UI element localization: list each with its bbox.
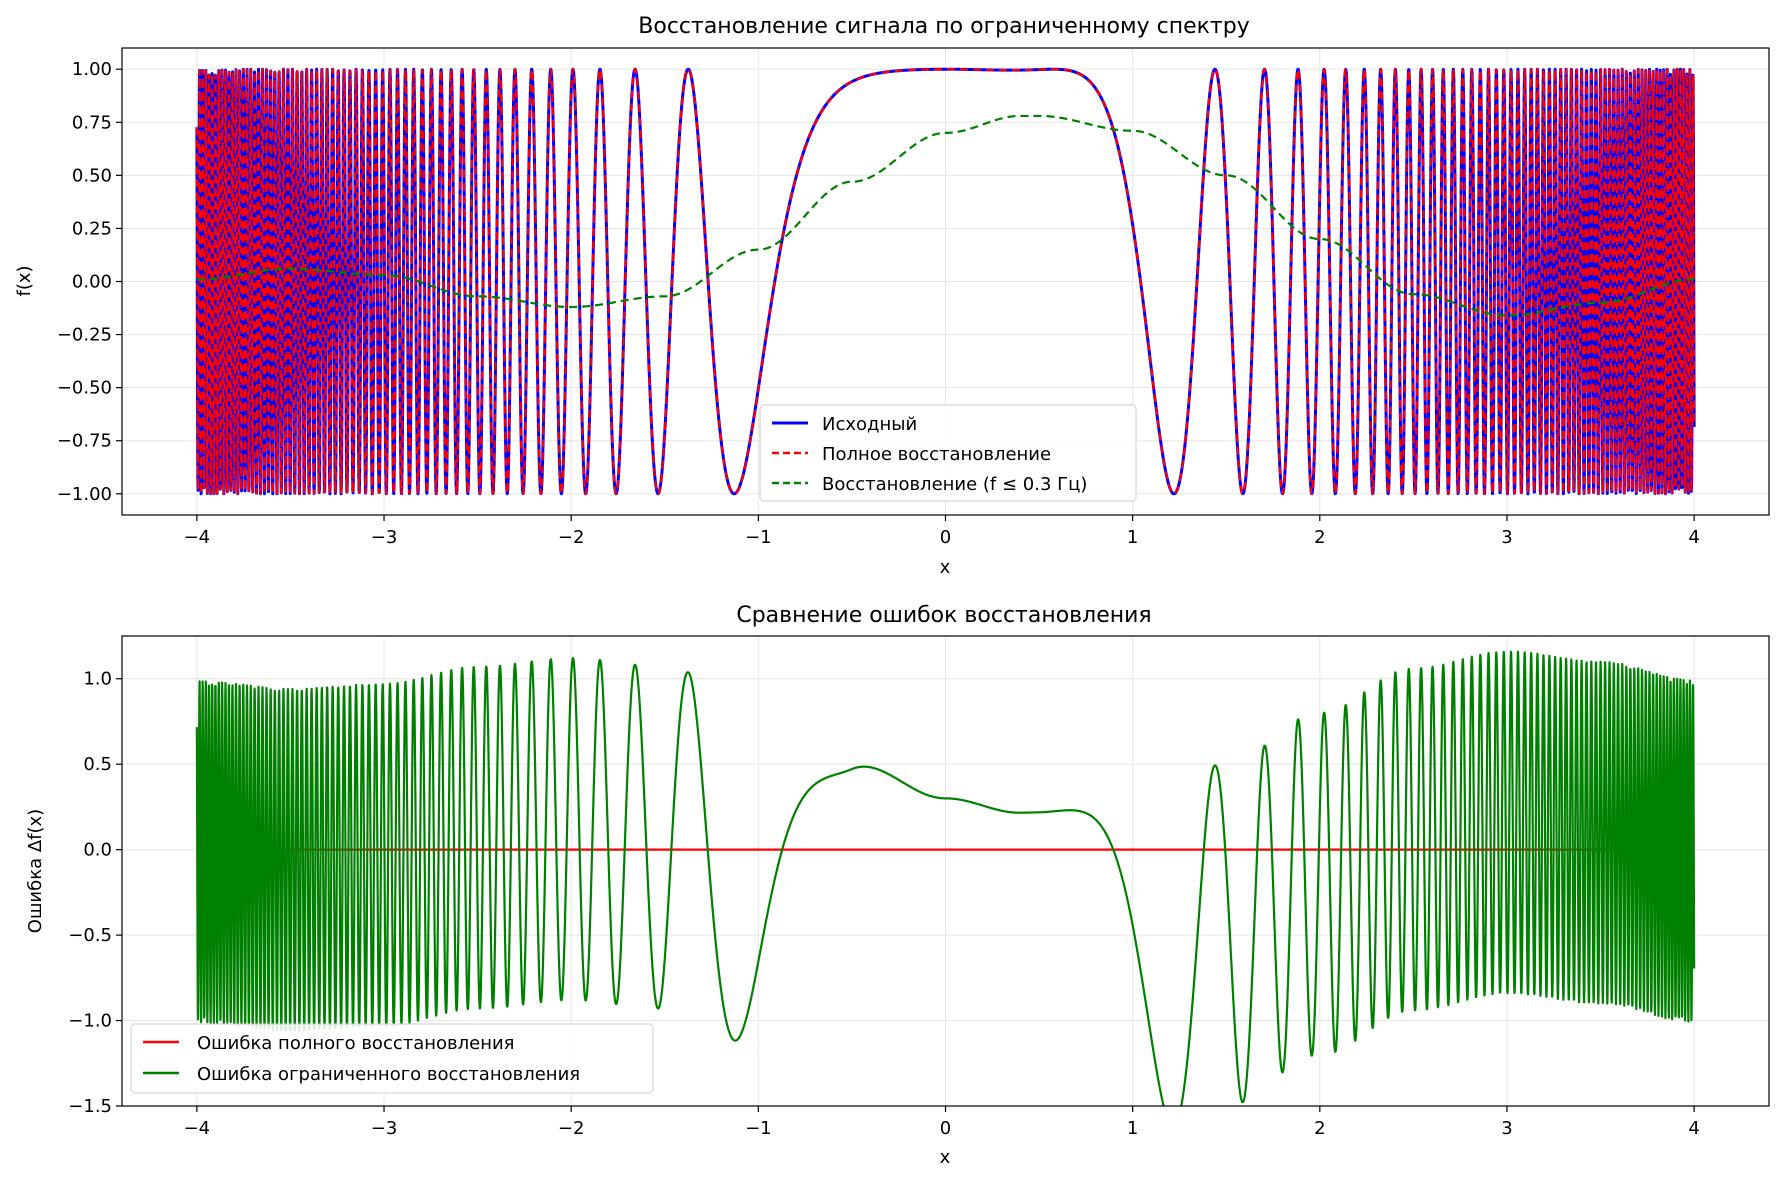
y-tick-label: 0.75 bbox=[72, 112, 112, 133]
y-tick-label: 0.00 bbox=[72, 272, 112, 293]
bottom-y-axis-label: Ошибка Δf(x) bbox=[25, 809, 46, 933]
y-tick-label: 0.0 bbox=[83, 840, 112, 861]
top-chart: Восстановление сигнала по ограниченному … bbox=[14, 14, 1770, 578]
x-tick-label: 2 bbox=[1314, 527, 1325, 548]
x-tick-label: −1 bbox=[745, 527, 772, 548]
bottom-x-axis-label: x bbox=[940, 1147, 951, 1168]
x-tick-label: −4 bbox=[184, 527, 211, 548]
x-tick-label: 1 bbox=[1127, 527, 1138, 548]
y-tick-label: −1.00 bbox=[57, 484, 112, 505]
series-line-0-1 bbox=[195, 68, 1696, 495]
top-x-ticks: −4 −3 −2 −1 0 1 2 3 4 bbox=[184, 515, 1700, 548]
top-chart-title: Восстановление сигнала по ограниченному … bbox=[638, 14, 1249, 39]
x-tick-label: 4 bbox=[1688, 527, 1699, 548]
y-tick-label: −1.5 bbox=[68, 1096, 112, 1117]
x-tick-label: 4 bbox=[1688, 1118, 1699, 1139]
top-y-ticks: −1.00 −0.75 −0.50 −0.25 0.00 0.25 0.50 0.75 1.00 bbox=[57, 59, 122, 505]
x-tick-label: 0 bbox=[940, 527, 951, 548]
x-tick-label: 1 bbox=[1127, 1118, 1138, 1139]
x-tick-label: 2 bbox=[1314, 1118, 1325, 1139]
x-tick-label: 0 bbox=[940, 1118, 951, 1139]
y-tick-label: 0.50 bbox=[72, 165, 112, 186]
y-tick-label: −0.5 bbox=[68, 925, 112, 946]
legend-label-full-error: Ошибка полного восстановления bbox=[197, 1033, 515, 1054]
x-tick-label: −3 bbox=[371, 1118, 398, 1139]
x-tick-label: −2 bbox=[558, 527, 585, 548]
bottom-chart-title: Сравнение ошибок восстановления bbox=[736, 603, 1151, 628]
top-legend: Исходный Полное восстановление Восстанов… bbox=[759, 404, 1137, 502]
x-tick-label: 3 bbox=[1501, 527, 1512, 548]
x-tick-label: 3 bbox=[1501, 1118, 1512, 1139]
bottom-x-ticks: −4 −3 −2 −1 0 1 2 3 4 bbox=[184, 1106, 1700, 1139]
y-tick-label: 1.00 bbox=[72, 59, 112, 80]
top-y-axis-label: f(x) bbox=[14, 265, 35, 296]
x-tick-label: −1 bbox=[745, 1118, 772, 1139]
y-tick-label: −0.75 bbox=[57, 431, 112, 452]
top-x-axis-label: x bbox=[940, 557, 951, 578]
x-tick-label: −4 bbox=[184, 1118, 211, 1139]
y-tick-label: 1.0 bbox=[83, 669, 112, 690]
legend-label-full-reconstruction: Полное восстановление bbox=[822, 444, 1051, 465]
legend-label-original: Исходный bbox=[822, 414, 917, 435]
y-tick-label: −0.25 bbox=[57, 325, 112, 346]
top-series-lines bbox=[195, 67, 1696, 496]
top-legend-box bbox=[759, 404, 1137, 502]
series-line-0-2 bbox=[196, 114, 1695, 317]
bottom-chart: Сравнение ошибок восстановления −4 −3 −2 −1… bbox=[25, 603, 1770, 1168]
x-tick-label: −3 bbox=[371, 527, 398, 548]
y-tick-label: −1.0 bbox=[68, 1011, 112, 1032]
y-tick-label: −0.50 bbox=[57, 378, 112, 399]
legend-label-lowpass-reconstruction: Восстановление (f ≤ 0.3 Гц) bbox=[822, 474, 1087, 495]
y-tick-label: 0.5 bbox=[83, 754, 112, 775]
bottom-y-ticks: −1.5 −1.0 −0.5 0.0 0.5 1.0 bbox=[68, 669, 122, 1117]
legend-label-limited-error: Ошибка ограниченного восстановления bbox=[197, 1064, 580, 1085]
bottom-legend: Ошибка полного восстановления Ошибка огр… bbox=[130, 1023, 654, 1094]
bottom-legend-box bbox=[130, 1023, 654, 1094]
y-tick-label: 0.25 bbox=[72, 218, 112, 239]
series-line-1-1 bbox=[195, 650, 1696, 1106]
x-tick-label: −2 bbox=[558, 1118, 585, 1139]
bottom-series-lines bbox=[195, 650, 1696, 1106]
